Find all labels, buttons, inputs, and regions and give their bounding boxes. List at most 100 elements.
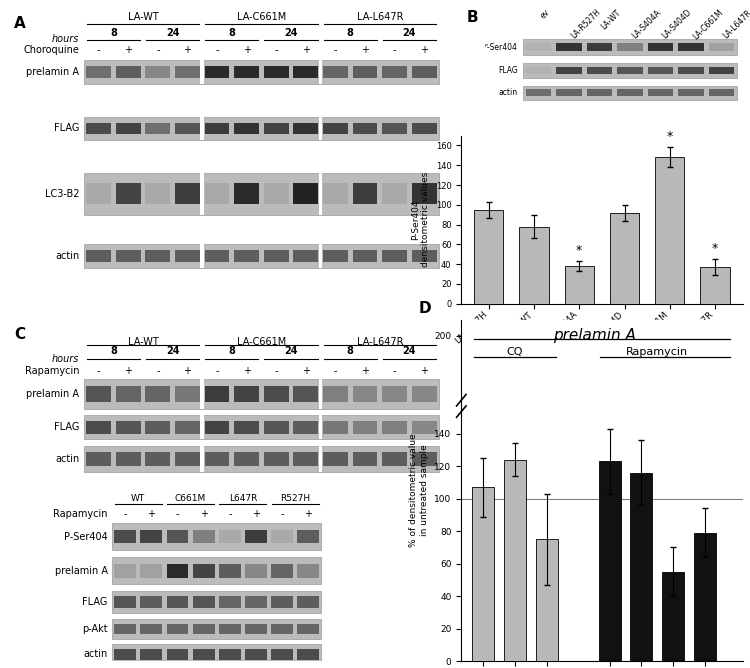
Text: 24: 24	[284, 28, 298, 38]
Bar	[382, 421, 407, 434]
Bar	[709, 89, 734, 96]
Bar	[648, 89, 674, 96]
Bar	[678, 43, 704, 51]
Bar	[146, 122, 170, 134]
Text: 8: 8	[110, 28, 117, 38]
Text: LA-L647R: LA-L647R	[356, 337, 403, 347]
Text: prelamin A: prelamin A	[55, 566, 108, 576]
Text: P-Ser404: P-Ser404	[64, 532, 108, 542]
Bar	[352, 387, 377, 401]
Text: +: +	[184, 45, 191, 55]
Bar	[175, 452, 200, 466]
Bar	[245, 597, 267, 608]
Bar	[193, 530, 214, 544]
Bar	[382, 250, 407, 262]
Bar	[700, 267, 730, 304]
Bar	[193, 624, 214, 634]
Bar	[264, 387, 289, 401]
Bar	[352, 452, 377, 466]
Bar	[319, 415, 322, 440]
Bar	[200, 117, 204, 140]
Bar	[205, 387, 230, 401]
Bar	[504, 460, 526, 661]
Bar	[200, 446, 204, 472]
Text: WT: WT	[131, 494, 146, 503]
Bar	[200, 379, 204, 409]
Bar	[271, 564, 293, 578]
Bar	[219, 649, 241, 659]
Text: LA-L647R: LA-L647R	[722, 8, 750, 40]
Bar	[146, 387, 170, 401]
Bar	[382, 122, 407, 134]
Bar	[617, 89, 643, 96]
Bar	[146, 452, 170, 466]
Bar	[264, 452, 289, 466]
Bar	[709, 67, 734, 74]
Bar	[352, 184, 377, 204]
Bar	[586, 43, 612, 51]
Bar	[140, 564, 162, 578]
Bar	[556, 67, 582, 74]
Bar	[205, 66, 230, 78]
Bar	[352, 421, 377, 434]
Bar	[116, 66, 140, 78]
Text: -: -	[274, 366, 278, 376]
Bar	[271, 530, 293, 544]
Text: R527H: R527H	[280, 494, 310, 503]
Text: 8: 8	[228, 345, 236, 355]
Bar	[219, 624, 241, 634]
Text: Rapamycin: Rapamycin	[626, 347, 688, 357]
Bar	[116, 250, 140, 262]
Text: -: -	[215, 366, 219, 376]
Bar	[234, 250, 259, 262]
Bar	[617, 43, 643, 51]
Text: +: +	[302, 45, 310, 55]
Bar	[524, 39, 737, 55]
Text: +: +	[304, 510, 312, 520]
Text: LA-C661M: LA-C661M	[237, 337, 286, 347]
Text: +: +	[184, 366, 191, 376]
Bar	[205, 184, 230, 204]
Bar	[319, 244, 322, 268]
Bar	[586, 67, 612, 74]
Bar	[193, 649, 214, 659]
Bar	[86, 250, 111, 262]
Bar	[175, 66, 200, 78]
Bar	[678, 89, 704, 96]
Text: LA-R527H: LA-R527H	[569, 8, 602, 41]
Bar	[474, 210, 503, 304]
Text: 24: 24	[403, 345, 416, 355]
Bar	[293, 421, 318, 434]
Bar	[319, 379, 322, 409]
Text: CQ: CQ	[507, 347, 524, 357]
Bar	[271, 624, 293, 634]
Bar	[200, 173, 204, 214]
Bar	[200, 60, 204, 84]
Bar	[112, 619, 321, 639]
Bar	[648, 43, 674, 51]
Bar	[323, 421, 348, 434]
Bar	[323, 122, 348, 134]
Bar	[234, 421, 259, 434]
Text: +: +	[242, 45, 250, 55]
Text: 8: 8	[110, 345, 117, 355]
Bar	[219, 530, 241, 544]
Text: C661M: C661M	[175, 494, 206, 503]
Text: -: -	[280, 510, 284, 520]
Text: +: +	[420, 366, 428, 376]
Text: -: -	[156, 366, 160, 376]
Bar	[264, 421, 289, 434]
Text: 8: 8	[346, 345, 354, 355]
Text: ᴾ-Ser404: ᴾ-Ser404	[484, 43, 518, 51]
Text: LA-L647R: LA-L647R	[356, 11, 403, 21]
Text: prelamin A: prelamin A	[26, 67, 80, 77]
Bar	[524, 63, 737, 78]
Bar	[319, 60, 322, 84]
Bar	[382, 452, 407, 466]
Bar	[709, 43, 734, 51]
Bar	[526, 67, 551, 74]
Bar	[166, 597, 188, 608]
Text: +: +	[242, 366, 250, 376]
Text: 24: 24	[284, 345, 298, 355]
Text: FLAG: FLAG	[54, 422, 80, 432]
